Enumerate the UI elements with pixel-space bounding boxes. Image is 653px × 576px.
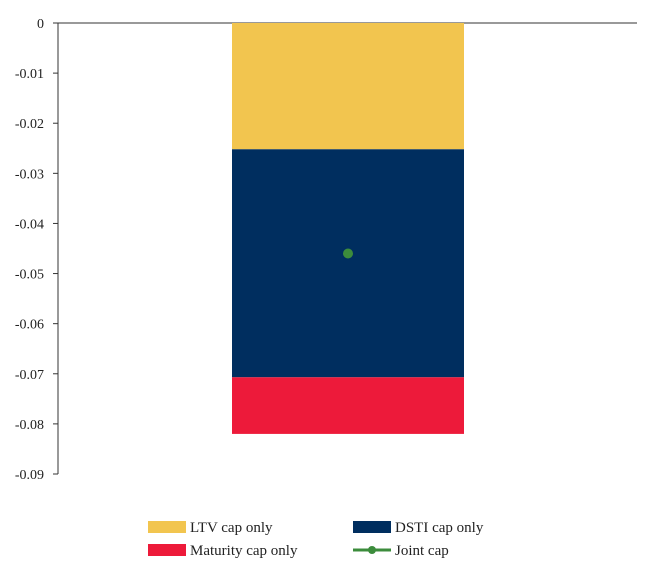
y-tick-label: 0 <box>37 17 44 32</box>
axes: 0 -0.01 -0.02 -0.03 -0.04 -0.05 -0.06 -0.07 -0.0… <box>15 17 637 483</box>
legend-swatch-maturity-cap-only <box>148 544 186 556</box>
legend-label-joint-cap: Joint cap <box>395 543 449 559</box>
y-tick-label: -0.06 <box>15 318 44 333</box>
bars <box>232 23 464 434</box>
y-tick-label: -0.03 <box>15 167 44 182</box>
y-tick-label: -0.02 <box>15 117 44 132</box>
y-tick-label: -0.05 <box>15 268 44 283</box>
legend-label-dsti-cap-only: DSTI cap only <box>395 520 484 536</box>
legend: LTV cap only DSTI cap only Maturity cap on… <box>148 520 484 559</box>
bar-segment-dsti-cap-only <box>232 149 464 378</box>
legend-label-ltv-cap-only: LTV cap only <box>190 520 273 536</box>
legend-swatch-ltv-cap-only <box>148 521 186 533</box>
y-tick-label: -0.01 <box>15 67 44 82</box>
joint-cap-marker <box>343 248 353 259</box>
legend-label-maturity-cap-only: Maturity cap only <box>190 543 298 559</box>
y-tick-label: -0.04 <box>15 217 44 232</box>
legend-marker-joint-cap <box>368 546 376 554</box>
y-tick-label: -0.09 <box>15 468 44 483</box>
bar-segment-maturity-cap-only <box>232 377 464 434</box>
y-tick-label: -0.08 <box>15 418 44 433</box>
y-tick-label: -0.07 <box>15 368 44 383</box>
joint-cap-overlay <box>343 248 353 259</box>
bar-segment-ltv-cap-only <box>232 23 464 150</box>
legend-swatch-dsti-cap-only <box>353 521 391 533</box>
